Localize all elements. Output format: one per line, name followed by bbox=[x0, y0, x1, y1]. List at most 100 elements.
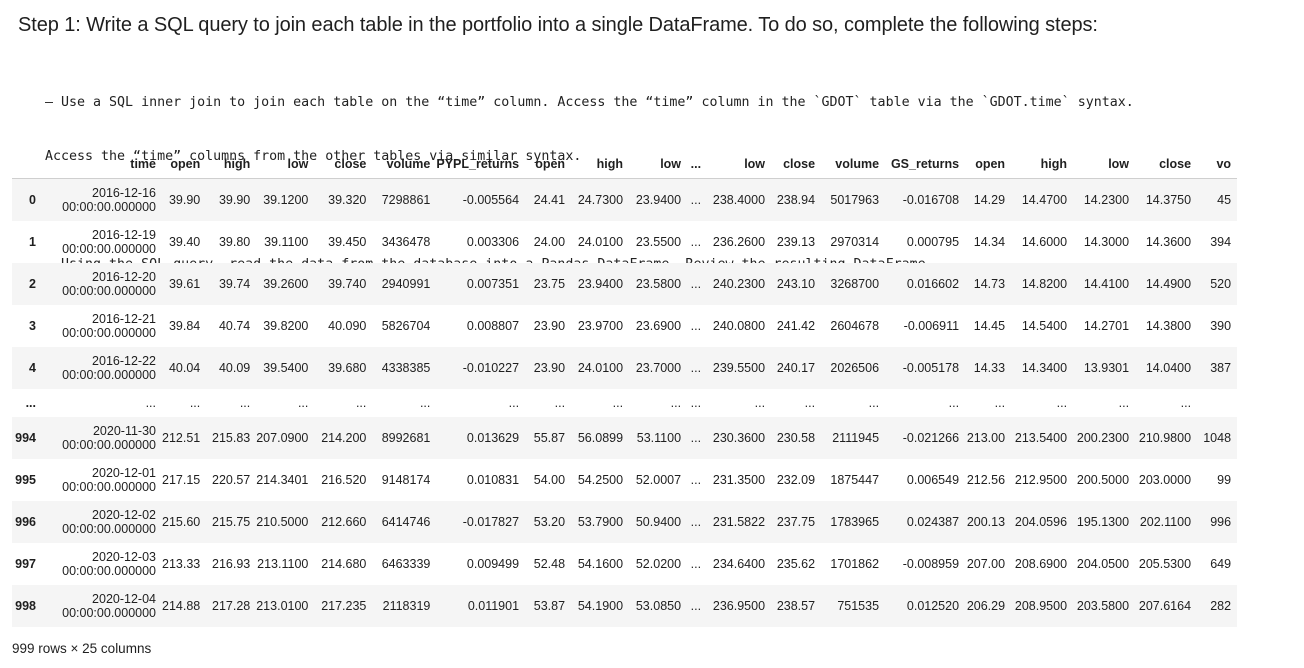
table-row: 3 2016-12-21 00:00:00.000000 39.84 40.74 39.8… bbox=[12, 305, 1237, 347]
table-cell: 751535 bbox=[837, 598, 880, 613]
table-cell: 0.013629 bbox=[466, 430, 520, 445]
time-clock: 00:00:00.000000 bbox=[62, 199, 156, 214]
table-cell: ... bbox=[690, 318, 702, 333]
table-cell: 0.006549 bbox=[906, 472, 960, 487]
table-cell: 4338385 bbox=[381, 360, 431, 375]
time-date: 2016-12-19 bbox=[92, 227, 156, 242]
table-cell: 207.0900 bbox=[256, 430, 309, 445]
table-cell: 1783965 bbox=[830, 514, 880, 529]
table-cell: 208.6900 bbox=[1014, 556, 1068, 571]
table-cell: ... bbox=[868, 395, 880, 410]
table-cell: 39.2600 bbox=[263, 276, 309, 291]
dataframe-shape-summary: 999 rows × 25 columns bbox=[12, 641, 152, 656]
table-cell: 39.74 bbox=[218, 276, 251, 291]
table-cell: ... bbox=[754, 395, 766, 410]
table-cell: 40.74 bbox=[218, 318, 251, 333]
table-cell: 39.5400 bbox=[263, 360, 309, 375]
table-cell: 996 bbox=[1210, 514, 1232, 529]
table-cell: 54.1900 bbox=[577, 598, 624, 613]
row-index: ... bbox=[25, 395, 36, 410]
table-cell: 24.0100 bbox=[577, 234, 624, 249]
table-cell: 0.016602 bbox=[906, 276, 960, 291]
table-cell: 215.75 bbox=[212, 514, 251, 529]
table-cell: ... bbox=[948, 395, 960, 410]
table-cell: 40.09 bbox=[218, 360, 251, 375]
table-cell: 39.61 bbox=[168, 276, 201, 291]
table-cell: ... bbox=[239, 395, 251, 410]
table-cell: 207.00 bbox=[966, 556, 1006, 571]
table-cell: 241.42 bbox=[776, 318, 816, 333]
column-header: low bbox=[707, 150, 772, 179]
table-cell: -0.005178 bbox=[902, 360, 960, 375]
table-cell: 40.090 bbox=[328, 318, 367, 333]
table-cell: 14.45 bbox=[973, 318, 1006, 333]
table-cell: 1875447 bbox=[830, 472, 880, 487]
table-cell: 243.10 bbox=[776, 276, 816, 291]
table-cell: ... bbox=[1118, 395, 1130, 410]
table-cell: 7298861 bbox=[381, 192, 431, 207]
table-cell: 238.4000 bbox=[712, 192, 766, 207]
time-cell: 2016-12-22 00:00:00.000000 bbox=[44, 347, 162, 389]
table-cell: 215.60 bbox=[162, 514, 201, 529]
table-cell: ... bbox=[1056, 395, 1068, 410]
table-cell: -0.021266 bbox=[902, 430, 960, 445]
time-cell: 2016-12-16 00:00:00.000000 bbox=[44, 179, 162, 221]
instruction-line: – Using the SQL query, read the data fro… bbox=[45, 257, 934, 272]
row-index: 996 bbox=[15, 514, 36, 529]
table-cell: 200.2300 bbox=[1076, 430, 1130, 445]
table-cell: 208.9500 bbox=[1014, 598, 1068, 613]
table-cell: ... bbox=[612, 395, 624, 410]
table-cell: 394 bbox=[1210, 234, 1232, 249]
table-cell: 24.00 bbox=[533, 234, 566, 249]
column-header: open bbox=[525, 150, 572, 179]
table-cell: 214.88 bbox=[162, 598, 201, 613]
table-cell: 23.9400 bbox=[577, 276, 624, 291]
table-cell: ... bbox=[690, 514, 702, 529]
table-cell: 1701862 bbox=[830, 556, 880, 571]
column-header: open bbox=[162, 150, 207, 179]
table-cell: 39.450 bbox=[328, 234, 367, 249]
table-cell: 23.9700 bbox=[577, 318, 624, 333]
table-cell: 53.0850 bbox=[635, 598, 682, 613]
table-row: 0 2016-12-16 00:00:00.000000 39.90 39.90 39.1… bbox=[12, 178, 1238, 221]
table-cell: 390 bbox=[1210, 318, 1232, 333]
table-cell: 23.7000 bbox=[635, 360, 682, 375]
table-cell: 39.84 bbox=[168, 318, 201, 333]
column-header: high bbox=[206, 150, 257, 179]
dataframe-table: time open high low close volume PYPL_returns op… bbox=[12, 150, 1238, 627]
instruction-line: – Use a SQL inner join to join each tabl… bbox=[45, 95, 1134, 110]
time-clock: 00:00:00.000000 bbox=[62, 605, 156, 620]
time-date: 2016-12-20 bbox=[92, 269, 156, 284]
column-header: close bbox=[1135, 150, 1198, 179]
table-cell: 6414746 bbox=[381, 514, 431, 529]
table-cell: 40.04 bbox=[168, 360, 201, 375]
table-cell: 0.003306 bbox=[466, 234, 520, 249]
table-cell: 203.5800 bbox=[1076, 598, 1130, 613]
column-header: volume bbox=[821, 150, 886, 179]
table-cell: 216.93 bbox=[212, 556, 251, 571]
table-cell: ... bbox=[690, 276, 702, 291]
table-row: 995 2020-12-01 00:00:00.000000 217.15 220.57… bbox=[12, 459, 1237, 501]
table-cell: 5017963 bbox=[830, 192, 880, 207]
table-cell: 3268700 bbox=[830, 276, 880, 291]
table-cell: 52.0200 bbox=[635, 556, 682, 571]
table-cell: 39.40 bbox=[168, 234, 201, 249]
table-cell: 14.8200 bbox=[1021, 276, 1068, 291]
table-cell: ... bbox=[690, 556, 702, 571]
table-cell: 23.90 bbox=[533, 318, 566, 333]
row-index: 1 bbox=[29, 234, 36, 249]
table-cell: 13.9301 bbox=[1083, 360, 1130, 375]
dataframe-output[interactable]: time open high low close volume PYPL_returns op… bbox=[12, 150, 1290, 628]
time-clock: 00:00:00.000000 bbox=[62, 367, 156, 382]
table-cell: 0.011901 bbox=[467, 598, 520, 613]
column-header: ... bbox=[687, 150, 708, 179]
row-index: 994 bbox=[15, 430, 36, 445]
table-cell: ... bbox=[670, 395, 682, 410]
table-row: 997 2020-12-03 00:00:00.000000 213.33 216.93… bbox=[12, 543, 1237, 585]
time-cell: ... bbox=[44, 389, 162, 417]
table-cell: ... bbox=[690, 472, 702, 487]
table-cell: -0.016708 bbox=[902, 192, 960, 207]
table-cell: 230.58 bbox=[776, 430, 816, 445]
table-cell: 0.009499 bbox=[466, 556, 520, 571]
table-cell: 217.15 bbox=[162, 472, 201, 487]
